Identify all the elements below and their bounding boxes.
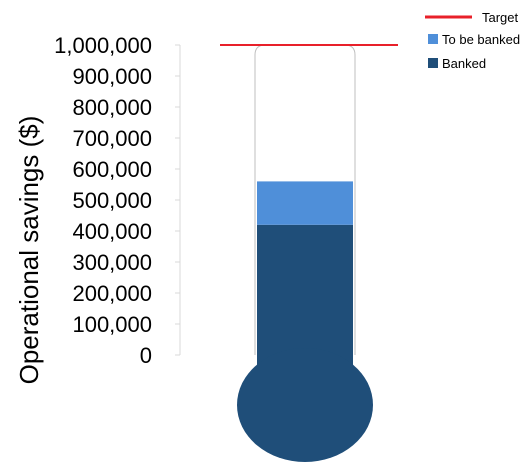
y-tick-label: 1,000,000	[54, 33, 152, 58]
thermometer-bulb	[237, 348, 373, 462]
legend-label-to-be-banked: To be banked	[442, 32, 520, 47]
y-tick-label: 300,000	[72, 250, 152, 275]
y-tick-label: 200,000	[72, 281, 152, 306]
y-tick-label: 900,000	[72, 64, 152, 89]
y-tick-label: 800,000	[72, 95, 152, 120]
legend: Target To be banked Banked	[425, 10, 520, 71]
legend-label-target: Target	[482, 10, 519, 25]
legend-label-banked: Banked	[442, 56, 486, 71]
bar-banked	[257, 224, 353, 355]
y-axis-label: Operational savings ($)	[14, 116, 44, 385]
y-tick-label: 100,000	[72, 312, 152, 337]
thermometer	[220, 44, 398, 462]
y-axis-ticks: 0 100,000 200,000 300,000 400,000 500,000 600,…	[54, 33, 181, 368]
legend-swatch-to-be-banked	[428, 34, 438, 44]
bar-to-be-banked	[257, 181, 353, 225]
y-tick-label: 500,000	[72, 188, 152, 213]
y-tick-label: 400,000	[72, 219, 152, 244]
y-tick-label: 600,000	[72, 157, 152, 182]
y-tick-label: 0	[140, 343, 152, 368]
legend-swatch-banked	[428, 58, 438, 68]
y-tick-label: 700,000	[72, 126, 152, 151]
